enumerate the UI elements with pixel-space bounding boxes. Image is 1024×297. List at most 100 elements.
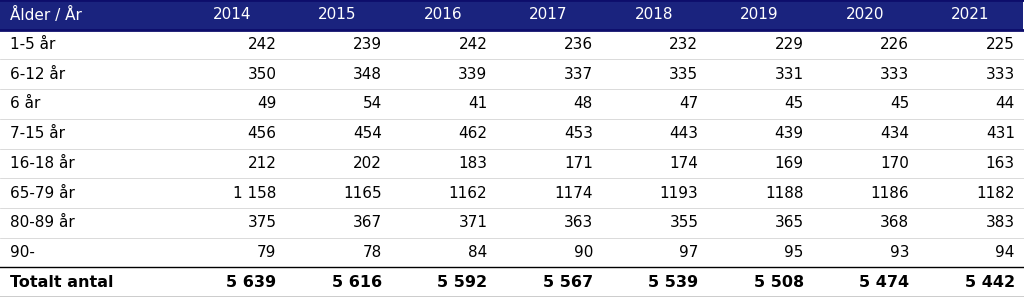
FancyBboxPatch shape bbox=[496, 0, 601, 30]
Text: 5 567: 5 567 bbox=[543, 275, 593, 290]
Text: 6 år: 6 år bbox=[10, 97, 41, 111]
Text: 47: 47 bbox=[679, 97, 698, 111]
Text: 93: 93 bbox=[890, 245, 909, 260]
Text: 171: 171 bbox=[564, 156, 593, 171]
FancyBboxPatch shape bbox=[918, 0, 1023, 30]
Text: 431: 431 bbox=[986, 126, 1015, 141]
Text: 2019: 2019 bbox=[740, 7, 778, 22]
Text: 1165: 1165 bbox=[343, 186, 382, 200]
Text: 239: 239 bbox=[353, 37, 382, 52]
Text: 335: 335 bbox=[670, 67, 698, 82]
Text: 5 592: 5 592 bbox=[437, 275, 487, 290]
Text: Totalt antal: Totalt antal bbox=[10, 275, 114, 290]
FancyBboxPatch shape bbox=[285, 0, 390, 30]
FancyBboxPatch shape bbox=[0, 267, 1024, 297]
Text: 367: 367 bbox=[353, 215, 382, 230]
Text: 1188: 1188 bbox=[765, 186, 804, 200]
Text: 97: 97 bbox=[679, 245, 698, 260]
FancyBboxPatch shape bbox=[0, 0, 179, 30]
Text: 95: 95 bbox=[784, 245, 804, 260]
FancyBboxPatch shape bbox=[179, 0, 285, 30]
Text: 453: 453 bbox=[564, 126, 593, 141]
Text: 1 158: 1 158 bbox=[233, 186, 276, 200]
FancyBboxPatch shape bbox=[0, 119, 1024, 148]
Text: 45: 45 bbox=[784, 97, 804, 111]
Text: 339: 339 bbox=[458, 67, 487, 82]
Text: 1-5 år: 1-5 år bbox=[10, 37, 55, 52]
Text: 1162: 1162 bbox=[449, 186, 487, 200]
Text: 1182: 1182 bbox=[976, 186, 1015, 200]
Text: 462: 462 bbox=[459, 126, 487, 141]
Text: 2021: 2021 bbox=[951, 7, 989, 22]
FancyBboxPatch shape bbox=[0, 178, 1024, 208]
Text: 16-18 år: 16-18 år bbox=[10, 156, 75, 171]
Text: 365: 365 bbox=[775, 215, 804, 230]
Text: 5 442: 5 442 bbox=[965, 275, 1015, 290]
Text: 5 508: 5 508 bbox=[754, 275, 804, 290]
Text: 170: 170 bbox=[881, 156, 909, 171]
Text: 236: 236 bbox=[564, 37, 593, 52]
Text: 5 539: 5 539 bbox=[648, 275, 698, 290]
Text: 363: 363 bbox=[563, 215, 593, 230]
Text: 49: 49 bbox=[257, 97, 276, 111]
Text: 229: 229 bbox=[775, 37, 804, 52]
FancyBboxPatch shape bbox=[707, 0, 812, 30]
Text: 2017: 2017 bbox=[529, 7, 567, 22]
Text: 44: 44 bbox=[995, 97, 1015, 111]
Text: 65-79 år: 65-79 år bbox=[10, 186, 75, 200]
Text: 2014: 2014 bbox=[213, 7, 251, 22]
Text: 355: 355 bbox=[670, 215, 698, 230]
FancyBboxPatch shape bbox=[0, 59, 1024, 89]
Text: 90: 90 bbox=[573, 245, 593, 260]
Text: 333: 333 bbox=[880, 67, 909, 82]
Text: Ålder / År: Ålder / År bbox=[10, 7, 82, 23]
Text: 2020: 2020 bbox=[846, 7, 884, 22]
FancyBboxPatch shape bbox=[0, 148, 1024, 178]
Text: 5 474: 5 474 bbox=[859, 275, 909, 290]
Text: 232: 232 bbox=[670, 37, 698, 52]
Text: 1174: 1174 bbox=[554, 186, 593, 200]
Text: 84: 84 bbox=[468, 245, 487, 260]
Text: 225: 225 bbox=[986, 37, 1015, 52]
Text: 79: 79 bbox=[257, 245, 276, 260]
Text: 331: 331 bbox=[775, 67, 804, 82]
FancyBboxPatch shape bbox=[0, 89, 1024, 119]
Text: 1193: 1193 bbox=[659, 186, 698, 200]
Text: 212: 212 bbox=[248, 156, 276, 171]
Text: 337: 337 bbox=[564, 67, 593, 82]
Text: 90-: 90- bbox=[10, 245, 35, 260]
FancyBboxPatch shape bbox=[0, 30, 1024, 59]
Text: 350: 350 bbox=[248, 67, 276, 82]
Text: 226: 226 bbox=[881, 37, 909, 52]
Text: 7-15 år: 7-15 år bbox=[10, 126, 66, 141]
Text: 348: 348 bbox=[353, 67, 382, 82]
Text: 443: 443 bbox=[670, 126, 698, 141]
Text: 41: 41 bbox=[468, 97, 487, 111]
Text: 2016: 2016 bbox=[424, 7, 462, 22]
Text: 371: 371 bbox=[459, 215, 487, 230]
Text: 169: 169 bbox=[775, 156, 804, 171]
Text: 439: 439 bbox=[775, 126, 804, 141]
Text: 6-12 år: 6-12 år bbox=[10, 67, 66, 82]
Text: 163: 163 bbox=[986, 156, 1015, 171]
Text: 242: 242 bbox=[248, 37, 276, 52]
Text: 1186: 1186 bbox=[870, 186, 909, 200]
Text: 2015: 2015 bbox=[318, 7, 356, 22]
Text: 45: 45 bbox=[890, 97, 909, 111]
Text: 5 616: 5 616 bbox=[332, 275, 382, 290]
Text: 456: 456 bbox=[248, 126, 276, 141]
Text: 333: 333 bbox=[985, 67, 1015, 82]
Text: 383: 383 bbox=[986, 215, 1015, 230]
Text: 183: 183 bbox=[459, 156, 487, 171]
Text: 174: 174 bbox=[670, 156, 698, 171]
Text: 434: 434 bbox=[881, 126, 909, 141]
Text: 48: 48 bbox=[573, 97, 593, 111]
Text: 54: 54 bbox=[362, 97, 382, 111]
Text: 375: 375 bbox=[248, 215, 276, 230]
Text: 78: 78 bbox=[362, 245, 382, 260]
Text: 368: 368 bbox=[881, 215, 909, 230]
Text: 2018: 2018 bbox=[635, 7, 673, 22]
Text: 242: 242 bbox=[459, 37, 487, 52]
Text: 454: 454 bbox=[353, 126, 382, 141]
Text: 80-89 år: 80-89 år bbox=[10, 215, 75, 230]
